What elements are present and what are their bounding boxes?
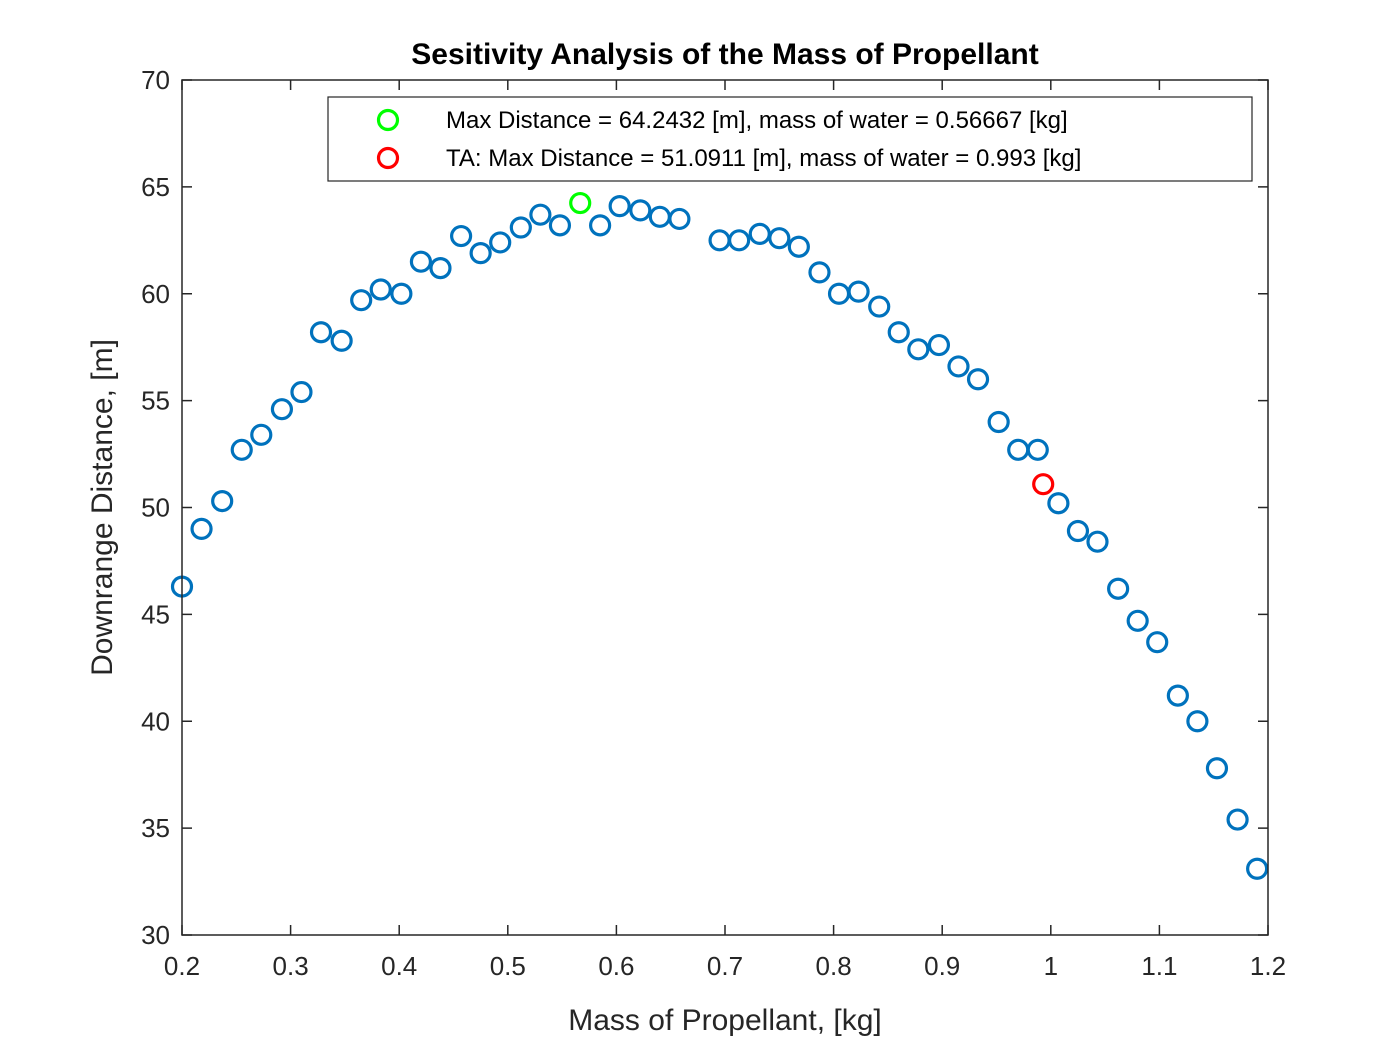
ta-max-distance-point	[1032, 473, 1055, 496]
data-point	[489, 231, 512, 254]
y-tick-label: 30	[141, 920, 170, 950]
data-point	[409, 250, 433, 273]
legend-entry: Max Distance = 64.2432 [m], mass of wate…	[446, 107, 1068, 134]
data-point	[1066, 519, 1090, 543]
data-point	[728, 229, 751, 252]
y-tick-label: 70	[141, 65, 170, 95]
y-tick-label: 35	[141, 813, 170, 843]
x-tick-label: 0.4	[381, 951, 417, 981]
data-point	[270, 398, 294, 421]
x-tick-label: 1.1	[1141, 951, 1177, 981]
legend-marker	[376, 146, 400, 170]
data-point	[1205, 757, 1229, 780]
data-point	[847, 280, 870, 303]
data-point	[1026, 438, 1049, 461]
data-point	[369, 278, 392, 301]
data-point	[808, 261, 831, 284]
data-point	[768, 227, 791, 250]
data-point	[887, 321, 910, 344]
data-point	[987, 410, 1010, 434]
data-point	[1047, 492, 1070, 515]
data-point	[966, 368, 990, 391]
y-tick-label: 60	[141, 279, 170, 309]
data-point	[668, 207, 691, 231]
x-tick-label: 0.8	[816, 951, 852, 981]
data-point	[1226, 808, 1249, 831]
x-axis-label: Mass of Propellant, [kg]	[568, 1004, 881, 1037]
x-tick-label: 0.9	[924, 951, 960, 981]
data-point	[947, 355, 970, 378]
x-tick-label: 0.7	[707, 951, 743, 981]
data-point	[390, 282, 413, 305]
legend-entry: TA: Max Distance = 51.0911 [m], mass of …	[446, 145, 1081, 172]
data-point	[589, 214, 612, 237]
data-point	[1107, 577, 1130, 600]
data-point	[330, 329, 353, 352]
data-point	[1186, 710, 1209, 733]
y-tick-label: 45	[141, 599, 170, 629]
data-point	[230, 438, 253, 461]
x-tick-label: 0.6	[598, 951, 634, 981]
data-point	[787, 235, 810, 258]
x-tick-label: 0.2	[164, 951, 200, 981]
axis-ticks: 0.2 0.3 0.4 0.5 0.6 0.7 0.8 0.9 1 1.1 1.2 30 35 40 45 5…	[141, 65, 1286, 981]
y-tick-label: 40	[141, 706, 170, 736]
data-point	[429, 257, 452, 280]
data-point	[309, 321, 333, 344]
y-tick-label: 65	[141, 172, 170, 202]
data-point	[1246, 857, 1269, 880]
data-point	[907, 338, 930, 361]
data-point	[250, 423, 273, 446]
data-point	[350, 289, 373, 312]
data-marks	[170, 191, 1269, 880]
data-point	[629, 199, 652, 222]
data-point	[469, 242, 492, 265]
data-point	[529, 203, 552, 226]
legend-marker	[376, 108, 400, 132]
max-distance-point	[569, 191, 592, 215]
data-point	[868, 295, 891, 318]
data-point	[211, 489, 234, 513]
data-point	[509, 216, 532, 239]
legend-box	[327, 96, 1253, 182]
data-point	[190, 517, 213, 540]
data-point	[608, 195, 631, 218]
x-tick-label: 1	[1044, 951, 1058, 981]
plot-area	[182, 80, 1268, 935]
data-point	[927, 333, 951, 357]
chart-title: Sesitivity Analysis of the Mass of Prope…	[411, 38, 1038, 71]
data-point	[1146, 631, 1169, 654]
data-point	[290, 380, 313, 404]
x-tick-label: 0.5	[490, 951, 526, 981]
data-point	[1126, 609, 1149, 632]
data-point	[548, 214, 572, 237]
data-point	[1086, 530, 1109, 553]
x-tick-label: 1.2	[1250, 951, 1286, 981]
data-point	[1166, 684, 1189, 707]
y-axis-label: Downrange Distance, [m]	[86, 339, 119, 676]
y-tick-label: 50	[141, 493, 170, 523]
x-tick-label: 0.3	[273, 951, 309, 981]
legend: Max Distance = 64.2432 [m], mass of wate…	[327, 96, 1253, 182]
data-point	[450, 224, 473, 248]
y-tick-label: 55	[141, 386, 170, 416]
